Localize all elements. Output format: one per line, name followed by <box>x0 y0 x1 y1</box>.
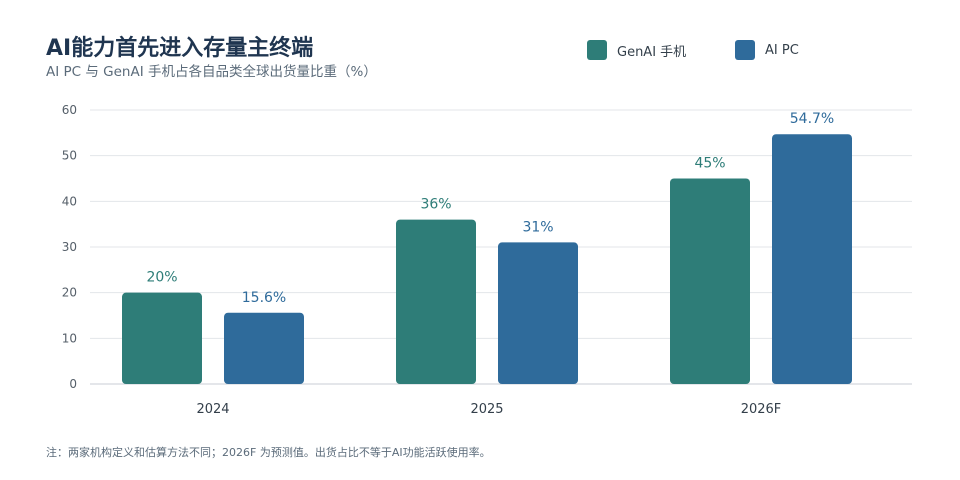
legend-swatch-aipc <box>735 40 755 60</box>
x-tick-label: 2025 <box>470 402 503 417</box>
bar-aipc <box>498 242 578 384</box>
data-label: 20% <box>146 270 177 286</box>
bar-aipc <box>772 134 852 384</box>
bar-aipc <box>224 312 304 384</box>
bar-genai <box>396 219 476 384</box>
data-label: 36% <box>420 197 451 213</box>
y-tick-label: 20 <box>62 286 77 300</box>
y-tick-label: 50 <box>62 149 77 163</box>
footnote: 注：两家机构定义和估算方法不同；2026F 为预测值。出货占比不等于AI功能活跃… <box>46 446 491 459</box>
x-tick-label: 2026F <box>741 402 782 417</box>
bar-genai <box>670 178 750 384</box>
x-tick-label: 2024 <box>196 402 229 417</box>
legend-label-genai: GenAI 手机 <box>617 44 687 60</box>
data-label: 54.7% <box>790 111 834 127</box>
bar-genai <box>122 292 202 384</box>
y-tick-label: 40 <box>62 194 77 208</box>
chart-subtitle: AI PC 与 GenAI 手机占各自品类全球出货量比重（%） <box>46 64 377 80</box>
chart-title: AI能力首先进入存量主终端 <box>46 36 314 61</box>
y-tick-label: 30 <box>62 240 77 254</box>
y-tick-label: 10 <box>62 331 77 345</box>
legend-swatch-genai <box>587 40 607 60</box>
y-tick-label: 0 <box>69 377 77 391</box>
legend-item-genai: GenAI 手机 <box>587 39 686 61</box>
legend-item-aipc: AI PC <box>735 39 799 61</box>
legend-label-aipc: AI PC <box>765 42 799 58</box>
data-label: 15.6% <box>242 290 286 306</box>
data-label: 45% <box>694 156 725 172</box>
data-label: 31% <box>522 219 553 235</box>
y-tick-label: 60 <box>62 103 77 117</box>
